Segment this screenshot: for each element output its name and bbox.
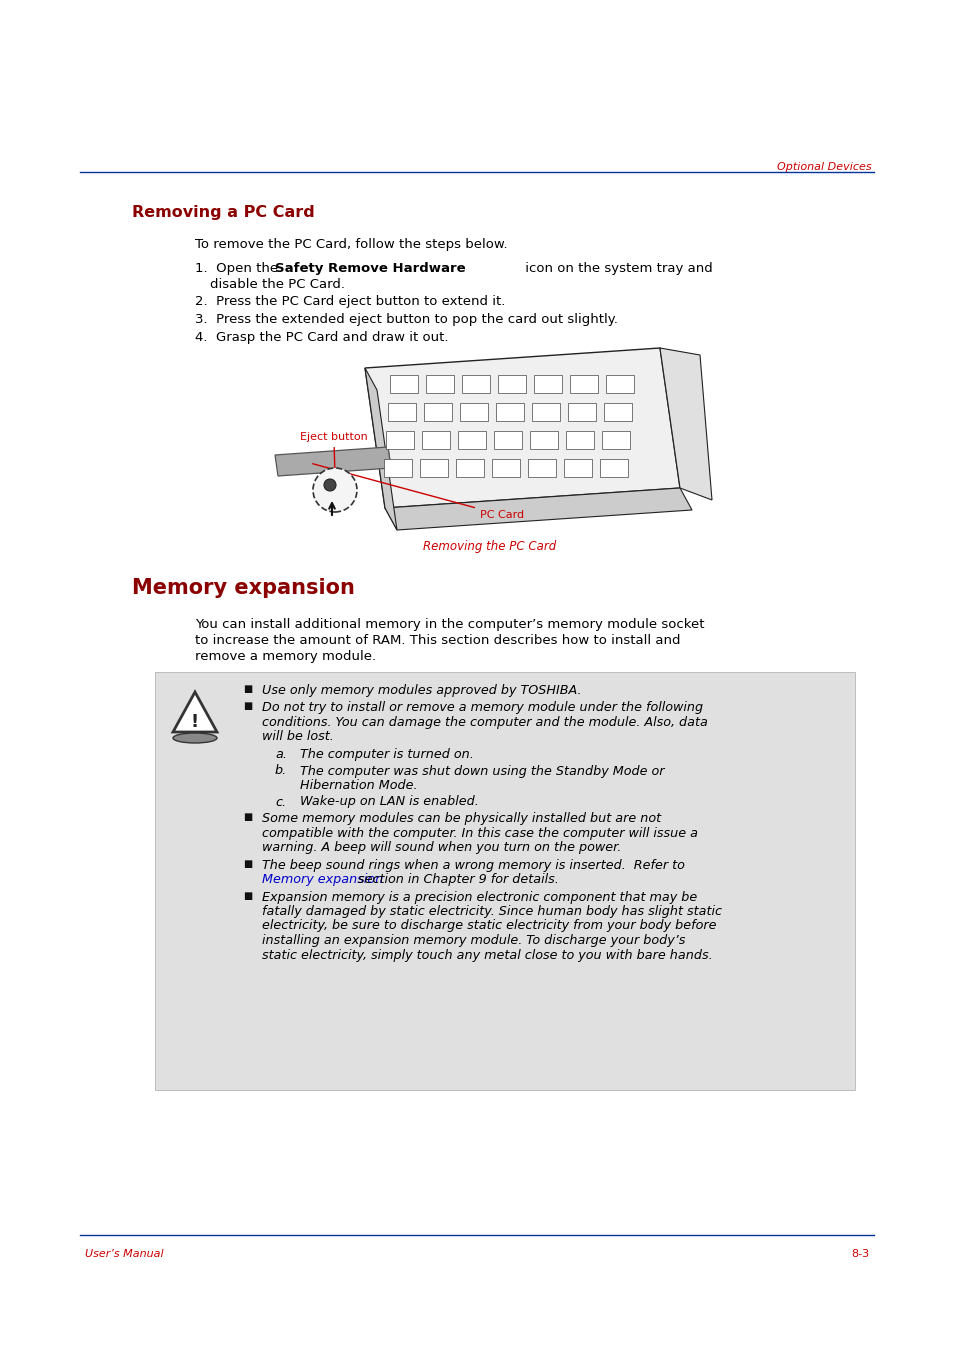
Text: Eject button: Eject button	[299, 432, 367, 473]
Text: !: !	[191, 713, 199, 731]
Text: section in Chapter 9 for details.: section in Chapter 9 for details.	[354, 873, 558, 886]
Text: You can install additional memory in the computer’s memory module socket: You can install additional memory in the…	[194, 617, 703, 631]
Text: disable the PC Card.: disable the PC Card.	[210, 278, 345, 290]
Polygon shape	[365, 367, 396, 530]
Text: 8-3: 8-3	[850, 1250, 868, 1259]
Polygon shape	[274, 447, 391, 476]
Text: The beep sound rings when a wrong memory is inserted.  Refer to: The beep sound rings when a wrong memory…	[262, 858, 684, 871]
Text: ■: ■	[243, 858, 253, 869]
Text: will be lost.: will be lost.	[262, 731, 334, 743]
Text: Expansion memory is a precision electronic component that may be: Expansion memory is a precision electron…	[262, 890, 697, 904]
Text: Removing a PC Card: Removing a PC Card	[132, 205, 314, 220]
Bar	[527, 459, 556, 477]
Text: Optional Devices: Optional Devices	[777, 162, 871, 172]
Bar	[386, 431, 414, 449]
Bar	[419, 459, 448, 477]
Bar	[457, 431, 485, 449]
Bar	[390, 376, 417, 393]
Bar	[496, 403, 523, 422]
Bar	[565, 431, 594, 449]
Polygon shape	[385, 488, 691, 530]
Text: PC Card: PC Card	[313, 463, 523, 520]
Text: User’s Manual: User’s Manual	[85, 1250, 164, 1259]
Text: Some memory modules can be physically installed but are not: Some memory modules can be physically in…	[262, 812, 660, 825]
Bar	[605, 376, 634, 393]
Text: To remove the PC Card, follow the steps below.: To remove the PC Card, follow the steps …	[194, 238, 507, 251]
Bar	[423, 403, 452, 422]
Text: 2.  Press the PC Card eject button to extend it.: 2. Press the PC Card eject button to ext…	[194, 295, 505, 308]
Text: Removing the PC Card: Removing the PC Card	[423, 540, 556, 553]
Text: Do not try to install or remove a memory module under the following: Do not try to install or remove a memory…	[262, 701, 702, 715]
Polygon shape	[172, 692, 216, 732]
Text: Memory expansion: Memory expansion	[132, 578, 355, 598]
Text: Wake-up on LAN is enabled.: Wake-up on LAN is enabled.	[299, 796, 478, 808]
Text: ■: ■	[243, 684, 253, 694]
Text: electricity, be sure to discharge static electricity from your body before: electricity, be sure to discharge static…	[262, 920, 716, 932]
Text: Hibernation Mode.: Hibernation Mode.	[299, 780, 417, 792]
Bar	[534, 376, 561, 393]
Text: 4.  Grasp the PC Card and draw it out.: 4. Grasp the PC Card and draw it out.	[194, 331, 448, 345]
Bar	[530, 431, 558, 449]
Text: installing an expansion memory module. To discharge your body’s: installing an expansion memory module. T…	[262, 934, 684, 947]
Bar	[456, 459, 483, 477]
Bar	[461, 376, 490, 393]
Text: warning. A beep will sound when you turn on the power.: warning. A beep will sound when you turn…	[262, 842, 620, 854]
Text: fatally damaged by static electricity. Since human body has slight static: fatally damaged by static electricity. S…	[262, 905, 721, 917]
Circle shape	[313, 467, 356, 512]
Bar	[492, 459, 519, 477]
Text: Safety Remove Hardware: Safety Remove Hardware	[274, 262, 465, 276]
Text: The computer is turned on.: The computer is turned on.	[299, 748, 474, 761]
Text: Use only memory modules approved by TOSHIBA.: Use only memory modules approved by TOSH…	[262, 684, 581, 697]
Text: ■: ■	[243, 701, 253, 712]
Bar	[497, 376, 525, 393]
Text: compatible with the computer. In this case the computer will issue a: compatible with the computer. In this ca…	[262, 827, 698, 839]
Ellipse shape	[172, 734, 216, 743]
Polygon shape	[365, 349, 679, 508]
Bar	[569, 376, 598, 393]
Text: to increase the amount of RAM. This section describes how to install and: to increase the amount of RAM. This sect…	[194, 634, 679, 647]
Bar	[421, 431, 450, 449]
Text: 3.  Press the extended eject button to pop the card out slightly.: 3. Press the extended eject button to po…	[194, 313, 618, 326]
Text: The computer was shut down using the Standby Mode or: The computer was shut down using the Sta…	[299, 765, 664, 777]
Circle shape	[324, 480, 335, 490]
Text: static electricity, simply touch any metal close to you with bare hands.: static electricity, simply touch any met…	[262, 948, 712, 962]
Text: ■: ■	[243, 812, 253, 821]
Text: ■: ■	[243, 890, 253, 901]
Text: icon on the system tray and: icon on the system tray and	[520, 262, 712, 276]
Bar	[426, 376, 454, 393]
Text: a.: a.	[274, 748, 287, 761]
Text: Memory expansion: Memory expansion	[262, 873, 383, 886]
Bar	[599, 459, 627, 477]
Text: remove a memory module.: remove a memory module.	[194, 650, 375, 663]
Bar	[567, 403, 596, 422]
Text: b.: b.	[274, 765, 287, 777]
Polygon shape	[367, 449, 391, 467]
Text: 1.  Open the: 1. Open the	[194, 262, 282, 276]
Bar	[563, 459, 592, 477]
Bar	[494, 431, 521, 449]
Text: c.: c.	[274, 796, 286, 808]
Bar	[384, 459, 412, 477]
Text: conditions. You can damage the computer and the module. Also, data: conditions. You can damage the computer …	[262, 716, 707, 730]
Polygon shape	[659, 349, 711, 500]
Bar	[532, 403, 559, 422]
Bar	[388, 403, 416, 422]
Bar	[603, 403, 631, 422]
Bar	[459, 403, 488, 422]
Bar	[601, 431, 629, 449]
Bar	[154, 671, 854, 1090]
